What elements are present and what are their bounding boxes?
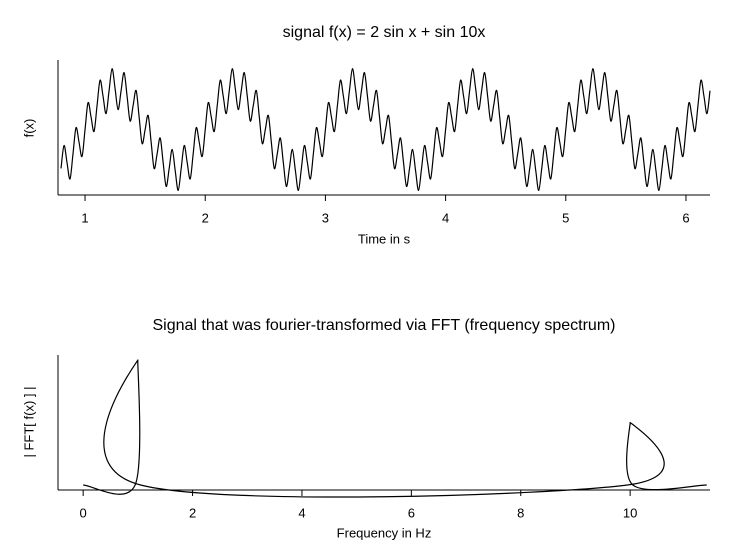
- y-axis-label: f(x): [21, 119, 36, 138]
- x-tick-label: 4: [442, 210, 449, 225]
- signal-line: [83, 359, 707, 498]
- signal-line: [60, 68, 711, 191]
- chart-title: Signal that was fourier-transformed via …: [153, 317, 616, 334]
- x-tick-label: 10: [623, 505, 637, 520]
- x-tick-label: 0: [80, 505, 87, 520]
- x-axis-label: Time in s: [358, 231, 411, 246]
- x-tick-label: 8: [517, 505, 524, 520]
- x-tick-label: 6: [408, 505, 415, 520]
- x-tick-label: 3: [322, 210, 329, 225]
- x-tick-label: 4: [298, 505, 305, 520]
- x-axis-label: Frequency in Hz: [337, 525, 432, 540]
- x-tick-label: 2: [189, 505, 196, 520]
- x-tick-label: 1: [81, 210, 88, 225]
- x-tick-label: 5: [562, 210, 569, 225]
- y-axis-label: | FFT[ f(x) ] |: [21, 386, 36, 457]
- x-tick-label: 6: [682, 210, 689, 225]
- chart-title: signal f(x) = 2 sin x + sin 10x: [283, 24, 486, 41]
- x-tick-label: 2: [202, 210, 209, 225]
